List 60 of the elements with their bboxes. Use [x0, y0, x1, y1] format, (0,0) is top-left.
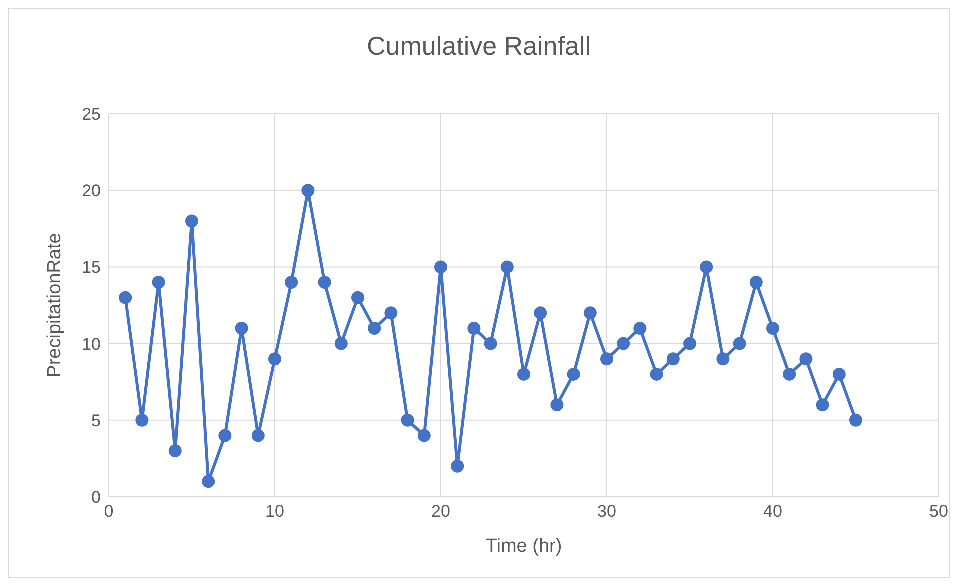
x-tick-label: 50 [930, 502, 948, 522]
y-tick-label: 5 [92, 411, 101, 430]
point [500, 260, 514, 274]
point [832, 368, 846, 381]
point [418, 429, 431, 442]
point [235, 322, 248, 335]
point [550, 398, 564, 412]
point [202, 475, 216, 488]
y-axis-title: PrecipitationRate [44, 233, 66, 378]
point [468, 322, 481, 335]
point [750, 276, 763, 290]
point [716, 352, 730, 366]
x-axis-title: Time (hr) [486, 536, 562, 557]
point [534, 306, 548, 320]
point [434, 260, 448, 274]
chart-title: Cumulative Rainfall [366, 31, 592, 62]
y-tick-label: 10 [82, 334, 101, 354]
point [285, 276, 298, 290]
point [401, 414, 414, 427]
point [816, 398, 830, 412]
point [567, 368, 580, 381]
point [218, 429, 232, 442]
point [268, 352, 282, 366]
y-tick-label: 0 [92, 488, 101, 508]
point [666, 352, 680, 366]
point [700, 260, 714, 274]
x-tick-label: 10 [266, 502, 284, 522]
point [800, 352, 813, 366]
point [766, 322, 780, 335]
point [334, 337, 348, 350]
point [684, 337, 696, 350]
point [152, 276, 166, 290]
point [318, 276, 332, 290]
x-tick-label: 20 [432, 502, 450, 522]
point [850, 414, 862, 427]
x-tick-label: 40 [764, 502, 782, 522]
point [186, 214, 198, 228]
point [733, 337, 746, 350]
point [634, 322, 647, 335]
point [617, 337, 630, 350]
x-tick-label: 0 [104, 502, 114, 522]
point [518, 368, 530, 381]
y-tick-label: 20 [82, 182, 101, 201]
point [352, 291, 364, 304]
point [484, 337, 498, 350]
point [302, 184, 315, 198]
point [136, 414, 149, 427]
point [584, 306, 597, 320]
point [451, 460, 464, 473]
point [600, 352, 614, 366]
point [119, 291, 132, 304]
point [368, 322, 382, 335]
point [650, 368, 664, 381]
y-tick-label: 25 [82, 105, 101, 124]
x-tick-label: 30 [598, 502, 616, 522]
y-tick-label: 15 [82, 258, 101, 278]
point [168, 444, 182, 458]
point [252, 429, 265, 442]
point [384, 306, 398, 320]
point [783, 368, 796, 381]
